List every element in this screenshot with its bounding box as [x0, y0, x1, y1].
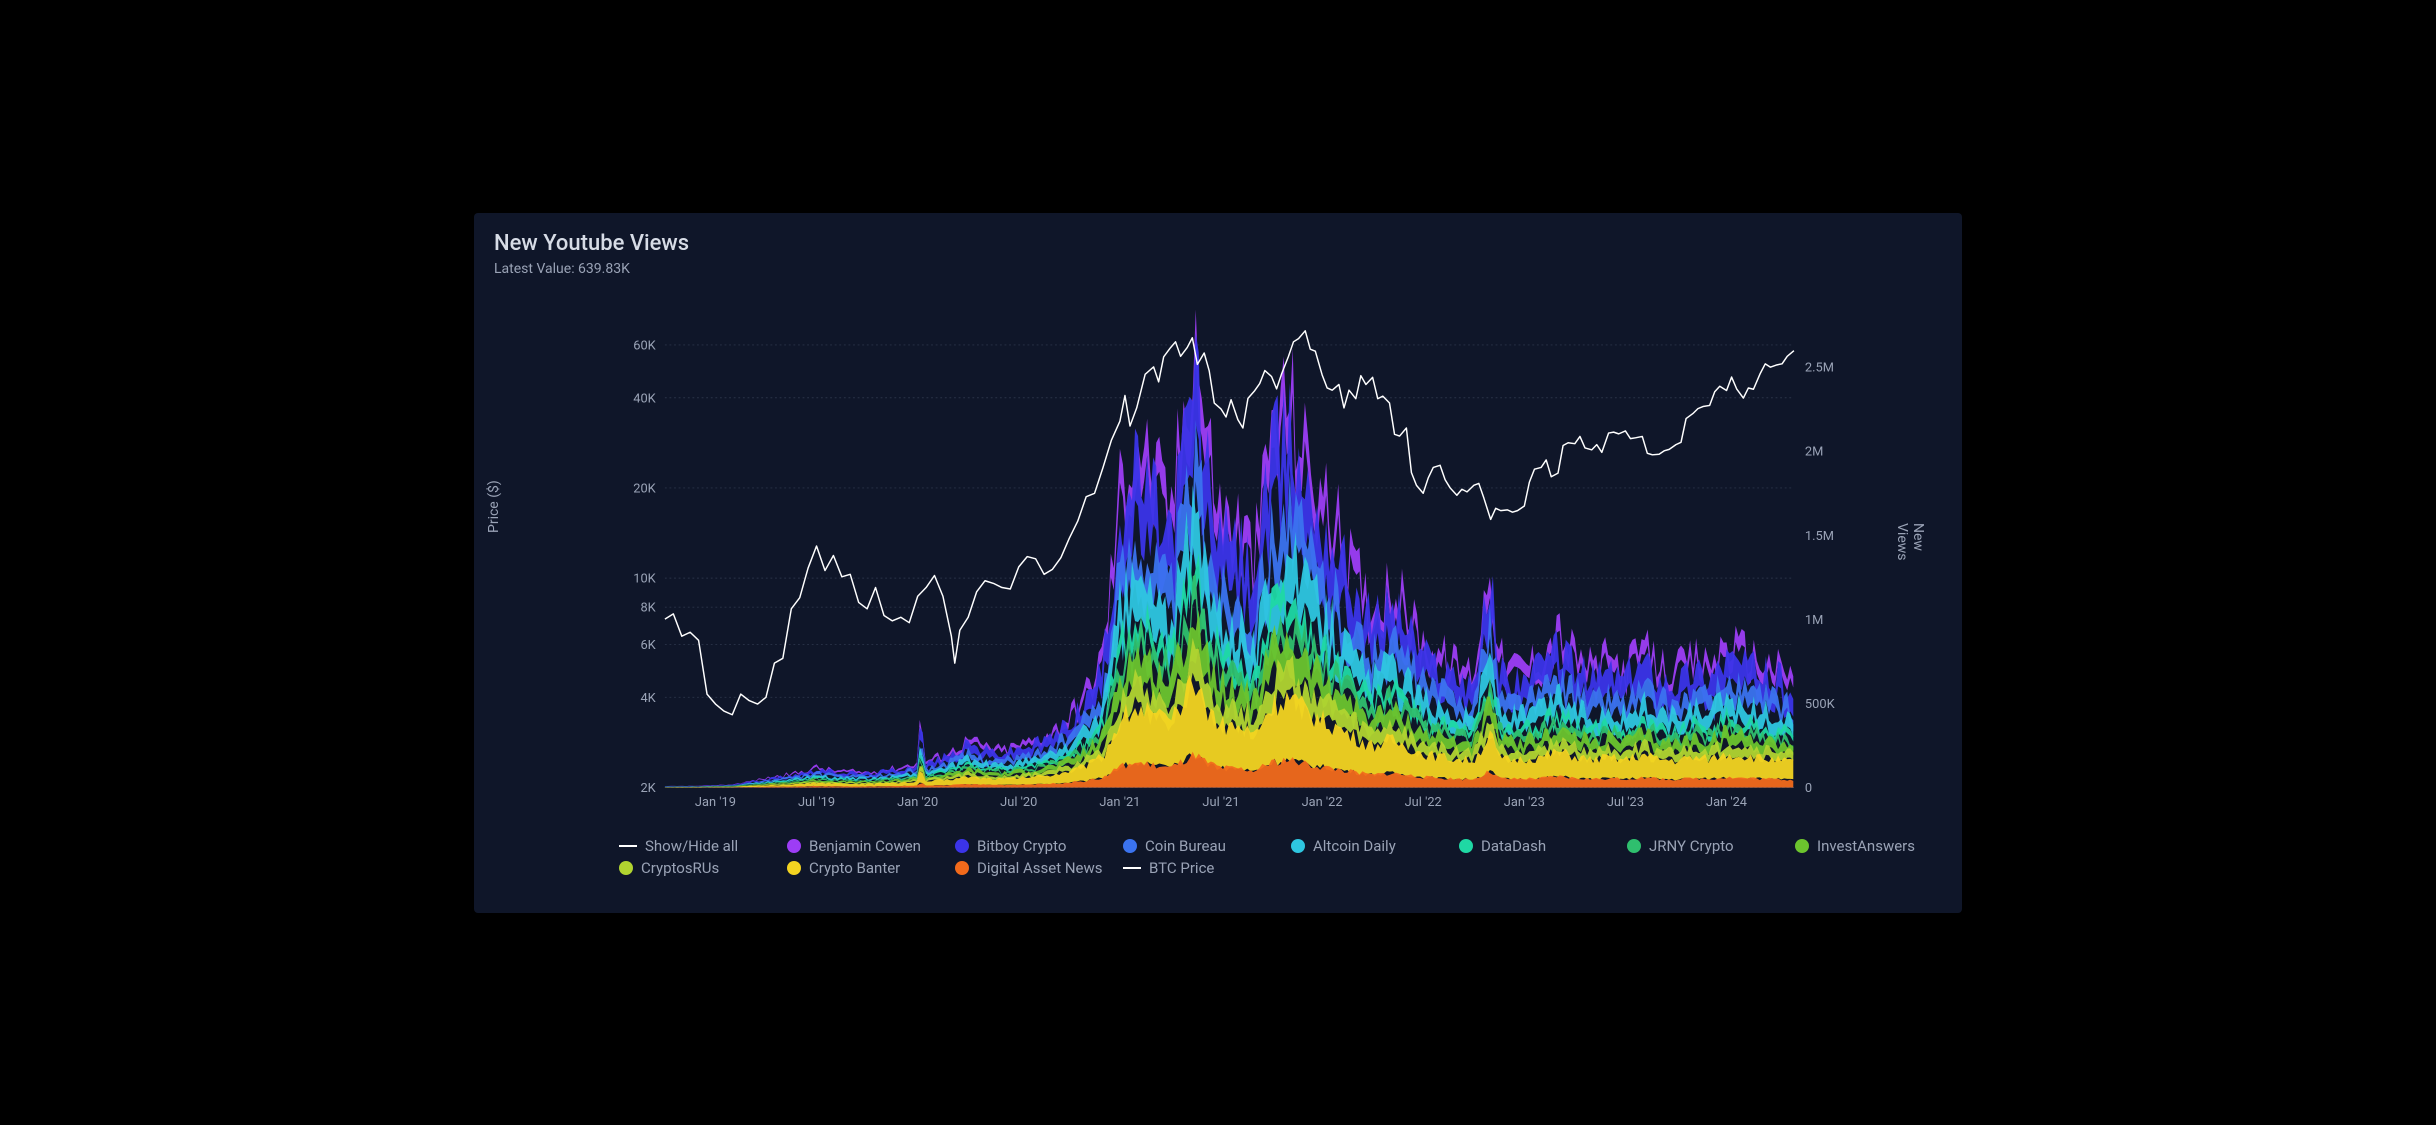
legend-label-bitboy: Bitboy Crypto: [977, 837, 1066, 855]
svg-text:500K: 500K: [1805, 697, 1836, 712]
legend-label-datadash: DataDash: [1481, 837, 1546, 855]
svg-text:Jan '20: Jan '20: [897, 794, 938, 809]
svg-text:1.5M: 1.5M: [1805, 528, 1834, 543]
plot-svg: 2K 4K 6K 8K 10K 20K 40K 60K 0 500K 1M 1.5M 2M 2.5M Jan…: [619, 303, 1849, 837]
legend-swatch-jrny: [1627, 839, 1641, 853]
svg-text:2.5M: 2.5M: [1805, 360, 1834, 375]
chart-subtitle: Latest Value: 639.83K: [494, 261, 630, 277]
svg-text:4K: 4K: [640, 690, 656, 705]
svg-text:0: 0: [1805, 781, 1812, 796]
plot-area: 2K 4K 6K 8K 10K 20K 40K 60K 0 500K 1M 1.5M 2M 2.5M Jan…: [619, 303, 1849, 807]
legend-swatch-benjamin_cowen: [787, 839, 801, 853]
svg-text:Jul '22: Jul '22: [1405, 794, 1442, 809]
svg-text:8K: 8K: [640, 600, 656, 615]
legend: Show/Hide all Benjamin Cowen Bitboy Crypto…: [619, 837, 1879, 881]
legend-swatch-show-hide: [619, 845, 637, 847]
legend-label-coin_bureau: Coin Bureau: [1145, 837, 1226, 855]
legend-swatch-altcoin_daily: [1291, 839, 1305, 853]
legend-swatch-coin_bureau: [1123, 839, 1137, 853]
svg-text:60K: 60K: [633, 338, 656, 353]
outer-frame: New Youtube Views Latest Value: 639.83K …: [0, 0, 2436, 1125]
legend-item-jrny[interactable]: JRNY Crypto: [1627, 837, 1795, 855]
svg-text:Jan '23: Jan '23: [1504, 794, 1545, 809]
legend-label-show-hide: Show/Hide all: [645, 837, 738, 855]
legend-label-jrny: JRNY Crypto: [1649, 837, 1734, 855]
svg-text:6K: 6K: [640, 638, 656, 653]
legend-swatch-crypto_banter: [787, 861, 801, 875]
legend-item-benjamin_cowen[interactable]: Benjamin Cowen: [787, 837, 955, 855]
left-axis-title: Price ($): [486, 480, 502, 533]
legend-label-altcoin_daily: Altcoin Daily: [1313, 837, 1396, 855]
legend-swatch-bitboy: [955, 839, 969, 853]
legend-label-digital_asset_news: Digital Asset News: [977, 859, 1103, 877]
legend-item-crypto_banter[interactable]: Crypto Banter: [787, 859, 955, 877]
right-axis-title: New Views: [1894, 523, 1926, 561]
legend-item-datadash[interactable]: DataDash: [1459, 837, 1627, 855]
svg-text:Jul '23: Jul '23: [1607, 794, 1644, 809]
legend-item-investanswers[interactable]: InvestAnswers: [1795, 837, 1963, 855]
legend-swatch-datadash: [1459, 839, 1473, 853]
legend-label-btc-price: BTC Price: [1149, 859, 1214, 877]
svg-text:Jul '20: Jul '20: [1000, 794, 1037, 809]
chart-card: New Youtube Views Latest Value: 639.83K …: [474, 213, 1962, 913]
svg-text:Jul '19: Jul '19: [798, 794, 835, 809]
legend-item-digital_asset_news[interactable]: Digital Asset News: [955, 859, 1123, 877]
svg-text:Jan '19: Jan '19: [695, 794, 736, 809]
legend-swatch-digital_asset_news: [955, 861, 969, 875]
svg-text:20K: 20K: [633, 481, 656, 496]
chart-title: New Youtube Views: [494, 231, 689, 256]
svg-text:Jan '21: Jan '21: [1099, 794, 1140, 809]
svg-text:Jan '22: Jan '22: [1302, 794, 1343, 809]
svg-text:1M: 1M: [1805, 612, 1823, 627]
svg-text:2M: 2M: [1805, 444, 1823, 459]
legend-label-investanswers: InvestAnswers: [1817, 837, 1915, 855]
svg-text:40K: 40K: [633, 391, 656, 406]
legend-label-crypto_banter: Crypto Banter: [809, 859, 900, 877]
legend-swatch-cryptosrus: [619, 861, 633, 875]
legend-swatch-btc-price: [1123, 867, 1141, 869]
legend-item-coin_bureau[interactable]: Coin Bureau: [1123, 837, 1291, 855]
legend-item-altcoin_daily[interactable]: Altcoin Daily: [1291, 837, 1459, 855]
legend-label-benjamin_cowen: Benjamin Cowen: [809, 837, 921, 855]
svg-text:10K: 10K: [633, 571, 656, 586]
svg-text:2K: 2K: [640, 781, 656, 796]
legend-item-cryptosrus[interactable]: CryptosRUs: [619, 859, 787, 877]
legend-item-btc-price[interactable]: BTC Price: [1123, 859, 1291, 877]
svg-text:Jul '21: Jul '21: [1202, 794, 1239, 809]
legend-item-bitboy[interactable]: Bitboy Crypto: [955, 837, 1123, 855]
legend-label-cryptosrus: CryptosRUs: [641, 859, 719, 877]
svg-text:Jan '24: Jan '24: [1706, 794, 1747, 809]
legend-swatch-investanswers: [1795, 839, 1809, 853]
legend-item-show-hide[interactable]: Show/Hide all: [619, 837, 787, 855]
